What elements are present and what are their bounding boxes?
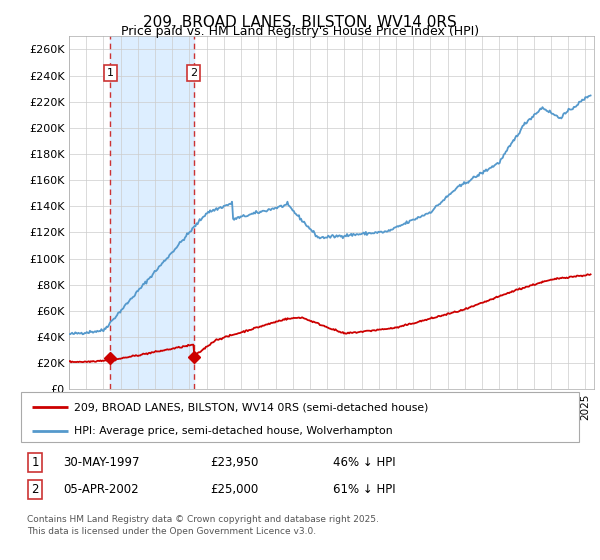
Text: Price paid vs. HM Land Registry's House Price Index (HPI): Price paid vs. HM Land Registry's House … bbox=[121, 25, 479, 38]
Bar bbox=[110, 36, 194, 389]
Text: 1: 1 bbox=[107, 68, 114, 78]
FancyBboxPatch shape bbox=[21, 392, 579, 442]
Text: 46% ↓ HPI: 46% ↓ HPI bbox=[334, 456, 396, 469]
Text: Contains HM Land Registry data © Crown copyright and database right 2025.: Contains HM Land Registry data © Crown c… bbox=[26, 515, 379, 524]
Text: 2: 2 bbox=[190, 68, 197, 78]
Text: 209, BROAD LANES, BILSTON, WV14 0RS (semi-detached house): 209, BROAD LANES, BILSTON, WV14 0RS (sem… bbox=[74, 402, 428, 412]
Text: 05-APR-2002: 05-APR-2002 bbox=[63, 483, 139, 496]
Text: £23,950: £23,950 bbox=[211, 456, 259, 469]
Text: This data is licensed under the Open Government Licence v3.0.: This data is licensed under the Open Gov… bbox=[26, 527, 316, 536]
Text: 30-MAY-1997: 30-MAY-1997 bbox=[63, 456, 139, 469]
Text: 61% ↓ HPI: 61% ↓ HPI bbox=[334, 483, 396, 496]
Text: 2: 2 bbox=[31, 483, 39, 496]
Text: £25,000: £25,000 bbox=[211, 483, 259, 496]
Text: HPI: Average price, semi-detached house, Wolverhampton: HPI: Average price, semi-detached house,… bbox=[74, 426, 392, 436]
Text: 209, BROAD LANES, BILSTON, WV14 0RS: 209, BROAD LANES, BILSTON, WV14 0RS bbox=[143, 15, 457, 30]
Text: 1: 1 bbox=[31, 456, 39, 469]
